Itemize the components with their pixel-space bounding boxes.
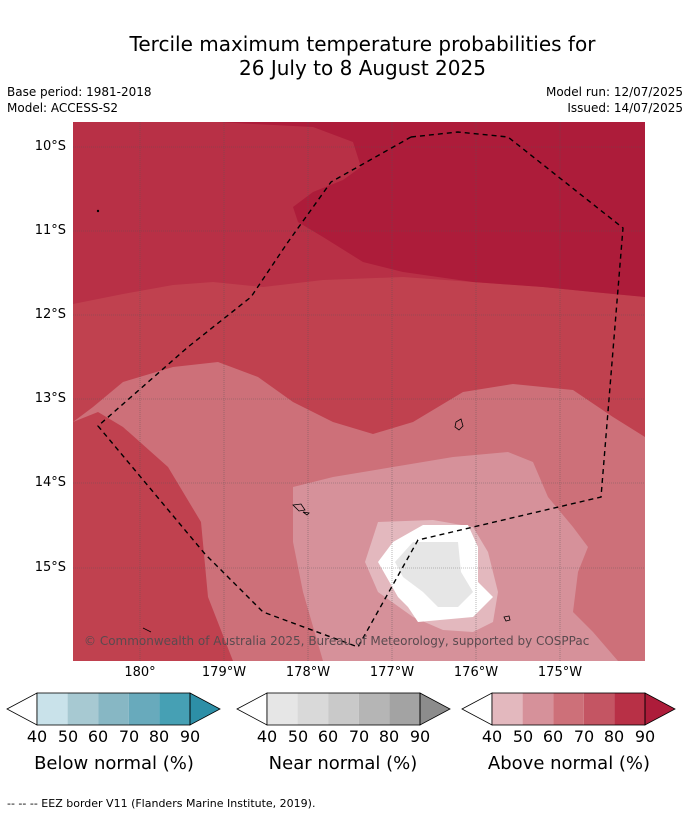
tick-label: 40	[481, 727, 503, 746]
colorbar-segment	[328, 693, 359, 725]
lon-label: 178°W	[285, 665, 331, 680]
tick-label: 60	[87, 727, 109, 746]
model-run: Model run: 12/07/2025	[545, 85, 683, 99]
eez-border	[97, 131, 624, 648]
title-line-1: Tercile maximum temperature probabilitie…	[129, 32, 596, 56]
colorbar-segment	[297, 693, 329, 725]
tick-label: 40	[26, 727, 48, 746]
island-1	[454, 418, 464, 431]
tick-label: 90	[179, 727, 201, 746]
base-period: Base period: 1981-2018	[7, 85, 152, 99]
lon-label: 176°W	[453, 665, 499, 680]
colorbar-segment	[267, 693, 298, 725]
tick-label: 80	[378, 727, 400, 746]
colorbar-segment	[67, 693, 99, 725]
colorbar-segment	[492, 693, 523, 725]
lat-label: 11°S	[34, 223, 66, 238]
colorbar-segment	[358, 693, 390, 725]
colorbar-segment	[614, 693, 645, 725]
lat-label: 15°S	[34, 560, 66, 575]
colorbar-label-near: Near normal (%)	[268, 753, 418, 774]
title-line-2: 26 July to 8 August 2025	[239, 56, 486, 80]
colorbar-segment	[98, 693, 129, 725]
probability-map	[73, 122, 645, 661]
gridlines	[73, 122, 645, 661]
tick-label: 90	[634, 727, 656, 746]
tick-label: 40	[256, 727, 278, 746]
colorbar-extend-low	[461, 692, 493, 726]
colorbar-segment	[389, 693, 420, 725]
lat-label: 12°S	[34, 307, 66, 322]
colorbar-label-above: Above normal (%)	[487, 753, 651, 774]
tick-label: 90	[409, 727, 431, 746]
lat-label: 13°S	[34, 391, 66, 406]
island-6	[96, 209, 100, 213]
lat-label: 10°S	[34, 139, 66, 154]
lon-label: 177°W	[369, 665, 415, 680]
tick-label: 50	[57, 727, 79, 746]
island-3	[302, 511, 310, 516]
tick-label: 70	[118, 727, 140, 746]
colorbar-extend-high	[419, 692, 451, 726]
colorbar-segment	[37, 693, 68, 725]
colorbar-segment	[522, 693, 554, 725]
colorbar-label-below: Below normal (%)	[34, 753, 194, 774]
colorbar-outline	[266, 692, 421, 726]
map-title: Tercile maximum temperature probabilitie…	[0, 32, 690, 80]
colorbar-above-normal	[461, 692, 676, 726]
island-4	[503, 615, 511, 622]
zone-near-normal	[395, 542, 473, 607]
tick-label: 60	[317, 727, 339, 746]
island-5	[142, 627, 152, 633]
tick-label: 80	[603, 727, 625, 746]
lon-label: 175°W	[537, 665, 583, 680]
colorbar-segment	[128, 693, 160, 725]
colorbar-extend-low	[6, 692, 38, 726]
issued-date: Issued: 14/07/2025	[567, 101, 683, 115]
colorbar-extend-low	[236, 692, 268, 726]
tick-label: 60	[542, 727, 564, 746]
colorbar-outline	[36, 692, 191, 726]
lat-label: 14°S	[34, 475, 66, 490]
islands	[96, 209, 511, 633]
colorbar-near-normal	[236, 692, 451, 726]
model-name: Model: ACCESS-S2	[7, 101, 119, 115]
colorbar-segments	[461, 692, 676, 726]
tick-label: 50	[512, 727, 534, 746]
tick-label: 50	[287, 727, 309, 746]
colorbar-outline	[491, 692, 646, 726]
colorbar-segment	[553, 693, 584, 725]
colorbar-segments	[236, 692, 451, 726]
eez-legend-footer: -- -- -- EEZ border V11 (Flanders Marine…	[7, 797, 316, 810]
colorbar-extend-high	[644, 692, 676, 726]
lon-label: 179°W	[201, 665, 247, 680]
tick-label: 70	[573, 727, 595, 746]
island-2	[292, 503, 306, 512]
tick-label: 70	[348, 727, 370, 746]
copyright-credit: © Commonwealth of Australia 2025, Bureau…	[84, 634, 590, 648]
colorbar-segment	[583, 693, 615, 725]
colorbar-segments	[6, 692, 221, 726]
zone-90-plus	[218, 122, 645, 297]
tick-label: 80	[148, 727, 170, 746]
colorbar-below-normal	[6, 692, 221, 726]
colorbar-extend-high	[189, 692, 221, 726]
meta-right: Model run: 12/07/2025 Issued: 14/07/2025	[546, 84, 683, 116]
colorbar-segment	[159, 693, 190, 725]
meta-left: Base period: 1981-2018 Model: ACCESS-S2	[7, 84, 152, 116]
lon-label: 180°	[124, 665, 156, 680]
